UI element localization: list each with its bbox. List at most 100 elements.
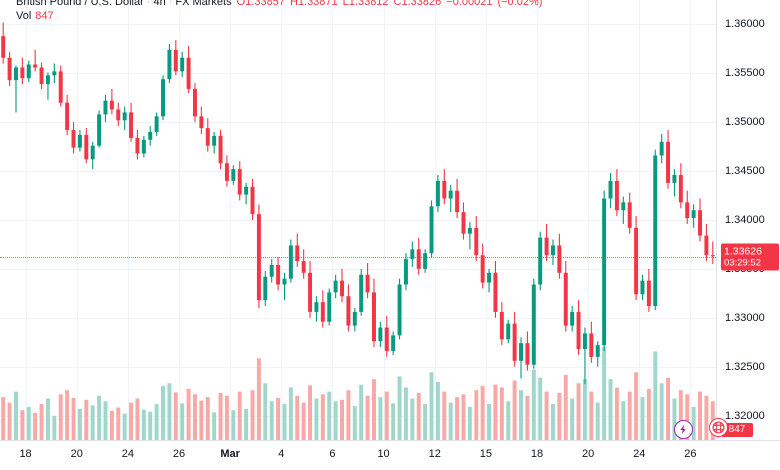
volume-bar [659,383,664,440]
candle-body-up [467,227,472,234]
candle-body-up [608,180,613,199]
candle-body-down [193,88,197,117]
candle-body-down [416,249,421,269]
volume-bar [263,383,268,440]
volume-value-badge[interactable]: 847 [721,423,753,437]
gridline-horizontal [0,24,716,26]
crosshair-grid-icon[interactable] [709,418,728,437]
volume-series [1,347,715,440]
volume-bar [173,392,178,440]
volume-bar [423,404,428,440]
gridline-vertical [25,0,27,440]
candle-body-down [20,67,25,79]
volume-bar [704,395,709,440]
price-scale[interactable]: 1.360001.355001.350001.345001.340001.335… [716,0,780,440]
candle-body-up [640,280,645,295]
volume-bar [666,377,671,440]
chart-plot-area[interactable] [0,0,716,440]
candle-body-up [263,276,268,301]
volume-bar [116,407,121,440]
lightning-bolt-glyph [680,424,686,435]
volume-bar [71,397,76,440]
gridline-vertical [281,0,283,440]
volume-bar [551,404,555,440]
candle-body-down [237,169,242,195]
volume-bar [582,379,587,440]
candle-body-down [614,180,619,211]
candle-body-down [7,57,12,81]
current-price-badge[interactable]: 1.33626 03:29:52 [721,243,779,271]
candle-body-down [666,141,671,183]
volume-bar [308,385,313,440]
volume-bar [205,397,210,440]
candle-body-up [77,134,82,148]
candle-body-up [570,311,575,326]
gridline-horizontal [0,317,716,319]
candle-body-down [678,175,683,203]
candle-body-up [435,180,440,207]
candle-body-down [384,327,389,352]
volume-bar [14,391,18,440]
candle-body-down [474,227,479,256]
candle-body-up [154,116,159,132]
volume-bar [653,351,658,440]
price-tick-label: 1.33000 [725,311,765,324]
candle-body-down [65,102,70,131]
candle-body-down [340,280,344,297]
volume-bar [129,402,134,440]
candle-body-up [621,202,626,211]
volume-bar [90,405,95,440]
candle-body-down [250,186,255,215]
time-tick-label: 26 [684,448,697,460]
volume-bar [506,401,511,440]
volume-bar [397,376,402,440]
time-tick-label: 26 [172,448,186,460]
volume-bar [435,381,440,440]
volume-bar [372,379,376,440]
volume-bar [493,384,498,440]
candle-body-up [103,100,108,115]
candle-body-up [653,155,658,307]
volume-bar [352,406,357,440]
volume-bar [26,406,31,440]
volume-bar [65,390,70,440]
candle-body-up [397,284,402,336]
candle-body-up [531,284,536,365]
volume-bar [295,395,300,440]
price-tick-label: 1.32000 [725,409,765,422]
candle-body-up [506,323,511,340]
gridline-vertical [690,0,692,440]
volume-bar [461,394,466,440]
volume-bar [77,408,82,440]
candle-body-up [359,274,364,312]
candle-body-down [576,311,581,350]
volume-bar [218,392,223,440]
volume-bar [429,372,434,440]
candle-body-down [557,245,562,273]
candle-body-down [480,255,485,283]
candle-body-up [244,186,249,195]
bar-countdown: 03:29:52 [724,257,761,269]
volume-bar [282,404,287,440]
candle-body-up [519,343,523,361]
candle-body-down [135,137,140,154]
candle-body-up [122,112,127,121]
time-tick-label: 15 [479,448,492,460]
volume-bar [570,398,575,440]
candle-body-down [493,272,498,312]
time-tick-label: 20 [582,448,595,460]
gridline-vertical [230,0,232,440]
volume-bar [288,387,293,440]
lightning-bolt-icon[interactable] [674,420,693,439]
volume-bar [327,391,332,440]
volume-bar [365,395,370,440]
volume-bar [212,412,217,440]
volume-bar [135,398,140,440]
candle-body-up [314,302,319,312]
time-scale[interactable]: 18 20 24 26 Mar 4 6 10 12 15 18 20 24 26 [0,440,780,470]
candle-body-down [173,49,178,72]
candle-body-up [448,190,453,199]
gridline-horizontal [0,366,716,368]
gridline-horizontal [0,268,716,270]
crosshair-grid-glyph [712,421,725,434]
